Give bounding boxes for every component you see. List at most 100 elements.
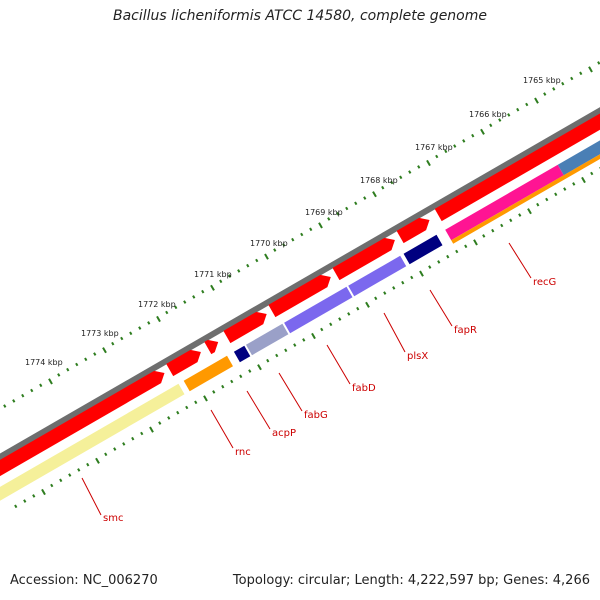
gene-leader-line <box>81 477 102 516</box>
inner-tick-dot <box>59 478 63 483</box>
tick-dot <box>255 258 259 263</box>
tick-dot <box>309 227 313 232</box>
kbp-tick-label: 1773 kbp <box>81 329 119 338</box>
inner-tick-dot <box>320 327 324 332</box>
recG-band-2 <box>557 140 600 176</box>
inner-tick-dot <box>437 260 441 264</box>
inner-tick-dot <box>356 306 360 311</box>
tick-dot <box>588 66 593 73</box>
tick-dot <box>489 123 493 128</box>
tick-dot <box>543 92 547 96</box>
tick-dot <box>381 185 385 190</box>
tick-labels: 1765 kbp 1766 kbp 1767 kbp 1768 kbp 1769 kbp… <box>25 76 561 367</box>
inner-tick-dot <box>221 384 225 389</box>
kbp-tick-label: 1774 kbp <box>25 358 63 367</box>
accession-text: Accession: NC_006270 <box>10 573 158 588</box>
gene-label-smc: smc <box>103 513 123 524</box>
gene-label-acpP: acpP <box>272 428 296 439</box>
inner-tick-dot <box>104 452 108 457</box>
inner-tick-dot <box>347 312 351 316</box>
tick-dot <box>156 315 161 323</box>
tick-dot <box>246 263 250 268</box>
tick-dot <box>327 217 331 221</box>
tick-dot <box>291 237 295 242</box>
inner-tick-dot <box>410 275 414 280</box>
gene-label-recG: recG <box>533 277 556 288</box>
tick-dot <box>597 61 600 65</box>
inner-tick-dot <box>194 400 198 405</box>
inner-tick-dot <box>122 442 126 446</box>
tick-dot <box>471 133 475 138</box>
tick-dot <box>48 378 53 385</box>
gene-leader-line <box>326 344 351 385</box>
inner-tick-dot <box>284 348 288 353</box>
inner-tick-dots <box>14 167 600 509</box>
tick-dot <box>516 107 520 112</box>
tick-dot <box>3 404 7 408</box>
gene-leaders <box>81 242 532 516</box>
inner-tick-dot <box>509 218 513 223</box>
tick-dot <box>444 149 448 154</box>
gene-leader-line <box>383 312 406 353</box>
inner-tick-dot <box>311 332 316 340</box>
inner-tick-dot <box>230 379 234 384</box>
map-title: Bacillus licheniformis ATCC 14580, compl… <box>113 8 487 24</box>
tick-dot <box>219 279 223 284</box>
tick-dot <box>120 336 124 341</box>
genome-summary-text: Topology: circular; Length: 4,222,597 bp… <box>232 573 590 588</box>
inner-tick-dot <box>401 280 405 285</box>
inner-tick-dot <box>23 499 27 503</box>
inner-tick-dot <box>239 374 243 379</box>
forward-cds-arrow <box>268 274 331 318</box>
inner-tick-dot <box>149 426 154 433</box>
gene-leader-line <box>508 242 532 279</box>
tick-dot <box>354 201 358 206</box>
tick-dot <box>525 102 529 107</box>
inner-tick-dot <box>248 369 252 373</box>
tick-dot <box>183 300 187 304</box>
inner-tick-dot <box>419 270 424 277</box>
tick-dot <box>435 154 439 159</box>
kbp-tick-label: 1765 kbp <box>523 76 561 85</box>
kbp-tick-label: 1769 kbp <box>305 208 343 217</box>
inner-tick-dot <box>374 296 378 301</box>
tick-dot <box>498 118 502 122</box>
tick-dot <box>39 383 43 388</box>
tick-dot <box>579 71 583 76</box>
forward-cds-arrow <box>434 113 600 222</box>
gene-label-fabG: fabG <box>304 410 328 421</box>
inner-tick-dot <box>86 462 90 467</box>
inner-tick-dot <box>329 322 333 327</box>
tick-dot <box>336 211 340 216</box>
inner-tick-dot <box>293 343 297 347</box>
plsX-band <box>348 255 407 297</box>
inner-tick-dot <box>536 202 540 207</box>
inner-tick-dot <box>266 358 270 363</box>
bottom-orange-band <box>451 154 600 244</box>
inner-tick-dot <box>50 483 54 488</box>
inner-tick-dot <box>77 468 81 472</box>
inner-tick-dot <box>203 395 208 402</box>
forward-cds-arrow <box>0 370 165 477</box>
kbp-tick-label: 1768 kbp <box>360 176 398 185</box>
tick-dot <box>570 76 574 81</box>
inner-tick-dot <box>14 504 18 509</box>
inner-tick-dot <box>302 338 306 342</box>
kbp-tick-label: 1767 kbp <box>415 143 453 152</box>
tick-dot <box>480 128 485 135</box>
tick-dot <box>390 180 394 185</box>
tick-dot <box>102 347 107 354</box>
tick-dot <box>174 305 178 310</box>
inner-tick-dot <box>167 416 171 420</box>
inner-tick-dot <box>383 291 387 295</box>
tick-dot <box>426 159 431 167</box>
tick-dot <box>507 113 511 117</box>
tick-dot <box>453 144 457 148</box>
tick-dot <box>21 393 25 398</box>
forward-cds-arrow <box>332 237 395 281</box>
tick-dot <box>228 274 232 278</box>
tick-dot <box>30 388 34 393</box>
forward-cds-arrow <box>166 349 201 377</box>
inner-tick-dot <box>32 494 36 498</box>
